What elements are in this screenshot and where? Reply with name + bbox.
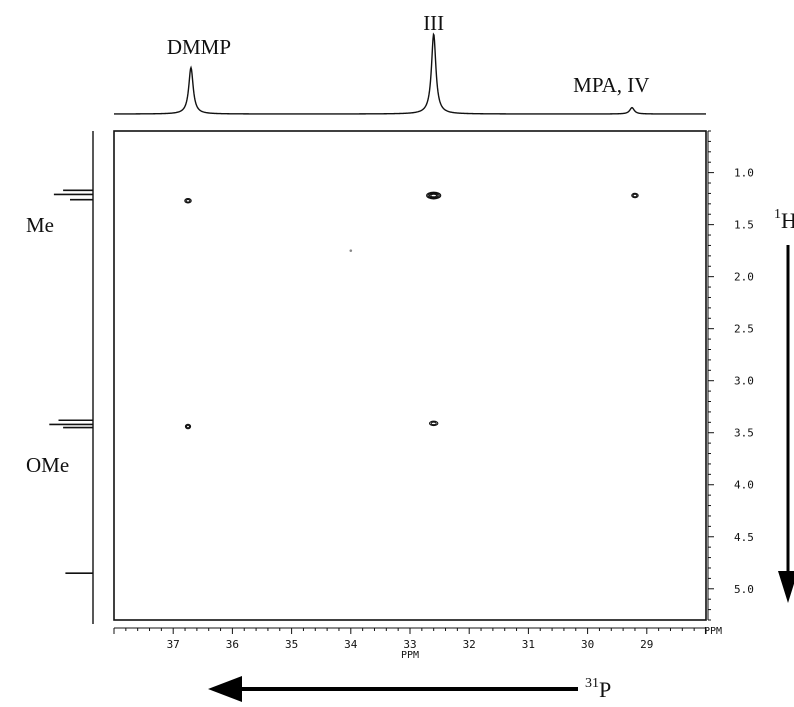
h1-mass-number: 1: [774, 207, 781, 222]
p31-axis-label: 31P: [585, 676, 611, 702]
cross-peak-contour: [430, 421, 437, 426]
x-tick-label: 32: [463, 638, 476, 651]
y-tick-label: 1.5: [734, 219, 754, 232]
left-peak-label: Me: [26, 213, 54, 237]
top-peak-label: III: [423, 11, 444, 35]
cross-peak-contour: [426, 191, 442, 200]
cross-peak: [184, 423, 192, 430]
cross-peak: [349, 249, 353, 252]
left-peak-label: OMe: [26, 453, 69, 477]
cross-peak: [184, 197, 192, 204]
h1-arrow-head: [778, 571, 794, 603]
left-projection-spectrum: Me OMe: [26, 131, 94, 624]
cross-peak: [426, 191, 442, 200]
p31-arrow-head: [208, 676, 242, 702]
x-tick-label: 31: [522, 638, 535, 651]
x-tick-label: 29: [640, 638, 653, 651]
h1-axis-label: 1H: [774, 207, 794, 233]
x-tick-label: 35: [285, 638, 298, 651]
p31-axis-arrow: 31P: [208, 676, 611, 702]
top-spectrum-trace: [114, 32, 706, 115]
y-tick-label: 3.0: [734, 375, 754, 388]
p31-mass-number: 31: [585, 676, 599, 691]
y-tick-label: 2.0: [734, 271, 754, 284]
cross-peak-contour: [184, 197, 192, 204]
x-tick-label: 37: [167, 638, 180, 651]
cross-peak-contour: [631, 192, 639, 199]
cross-peak-contour: [428, 420, 439, 427]
cross-peak-contour: [184, 423, 192, 430]
cross-peak-contour: [185, 198, 191, 203]
y-tick-label: 3.5: [734, 427, 754, 440]
y-tick-label: 1.0: [734, 167, 754, 180]
y-tick-label: 4.0: [734, 479, 754, 492]
cross-peak: [428, 420, 439, 427]
x-tick-label: 36: [226, 638, 239, 651]
cross-peak-dot: [349, 249, 353, 252]
cross-peaks: [184, 191, 639, 430]
cross-peak-contour: [632, 193, 638, 198]
cross-peak-contour: [185, 424, 191, 429]
h1-element-symbol: H: [781, 208, 794, 233]
y-axis: 1.0 1.5 2.0 2.5 3.0 3.5 4.0 4.5 5.0 PPM: [704, 130, 754, 637]
cross-peak-contour: [430, 193, 438, 198]
h1-axis-arrow: 1H: [774, 207, 794, 603]
top-peak-label: MPA, IV: [573, 73, 649, 97]
y-axis-label: PPM: [704, 626, 722, 637]
cross-peak-contour: [428, 192, 439, 199]
x-tick-label: 30: [581, 638, 594, 651]
x-tick-label: 33: [403, 638, 416, 651]
plot-frame: [113, 130, 707, 621]
x-axis: 37 36 35 34 33 32 31 30 29 PPM: [113, 627, 707, 661]
p31-element-symbol: P: [599, 677, 611, 702]
y-tick-label: 2.5: [734, 323, 754, 336]
y-tick-label: 4.5: [734, 531, 754, 544]
x-axis-label: PPM: [401, 650, 419, 661]
x-tick-label: 34: [344, 638, 358, 651]
cross-peak: [631, 192, 639, 199]
y-tick-label: 5.0: [734, 583, 754, 596]
cross-peak-contour: [427, 192, 440, 199]
top-projection-spectrum: DMMP III MPA, IV: [114, 11, 706, 115]
top-peak-label: DMMP: [167, 35, 231, 59]
